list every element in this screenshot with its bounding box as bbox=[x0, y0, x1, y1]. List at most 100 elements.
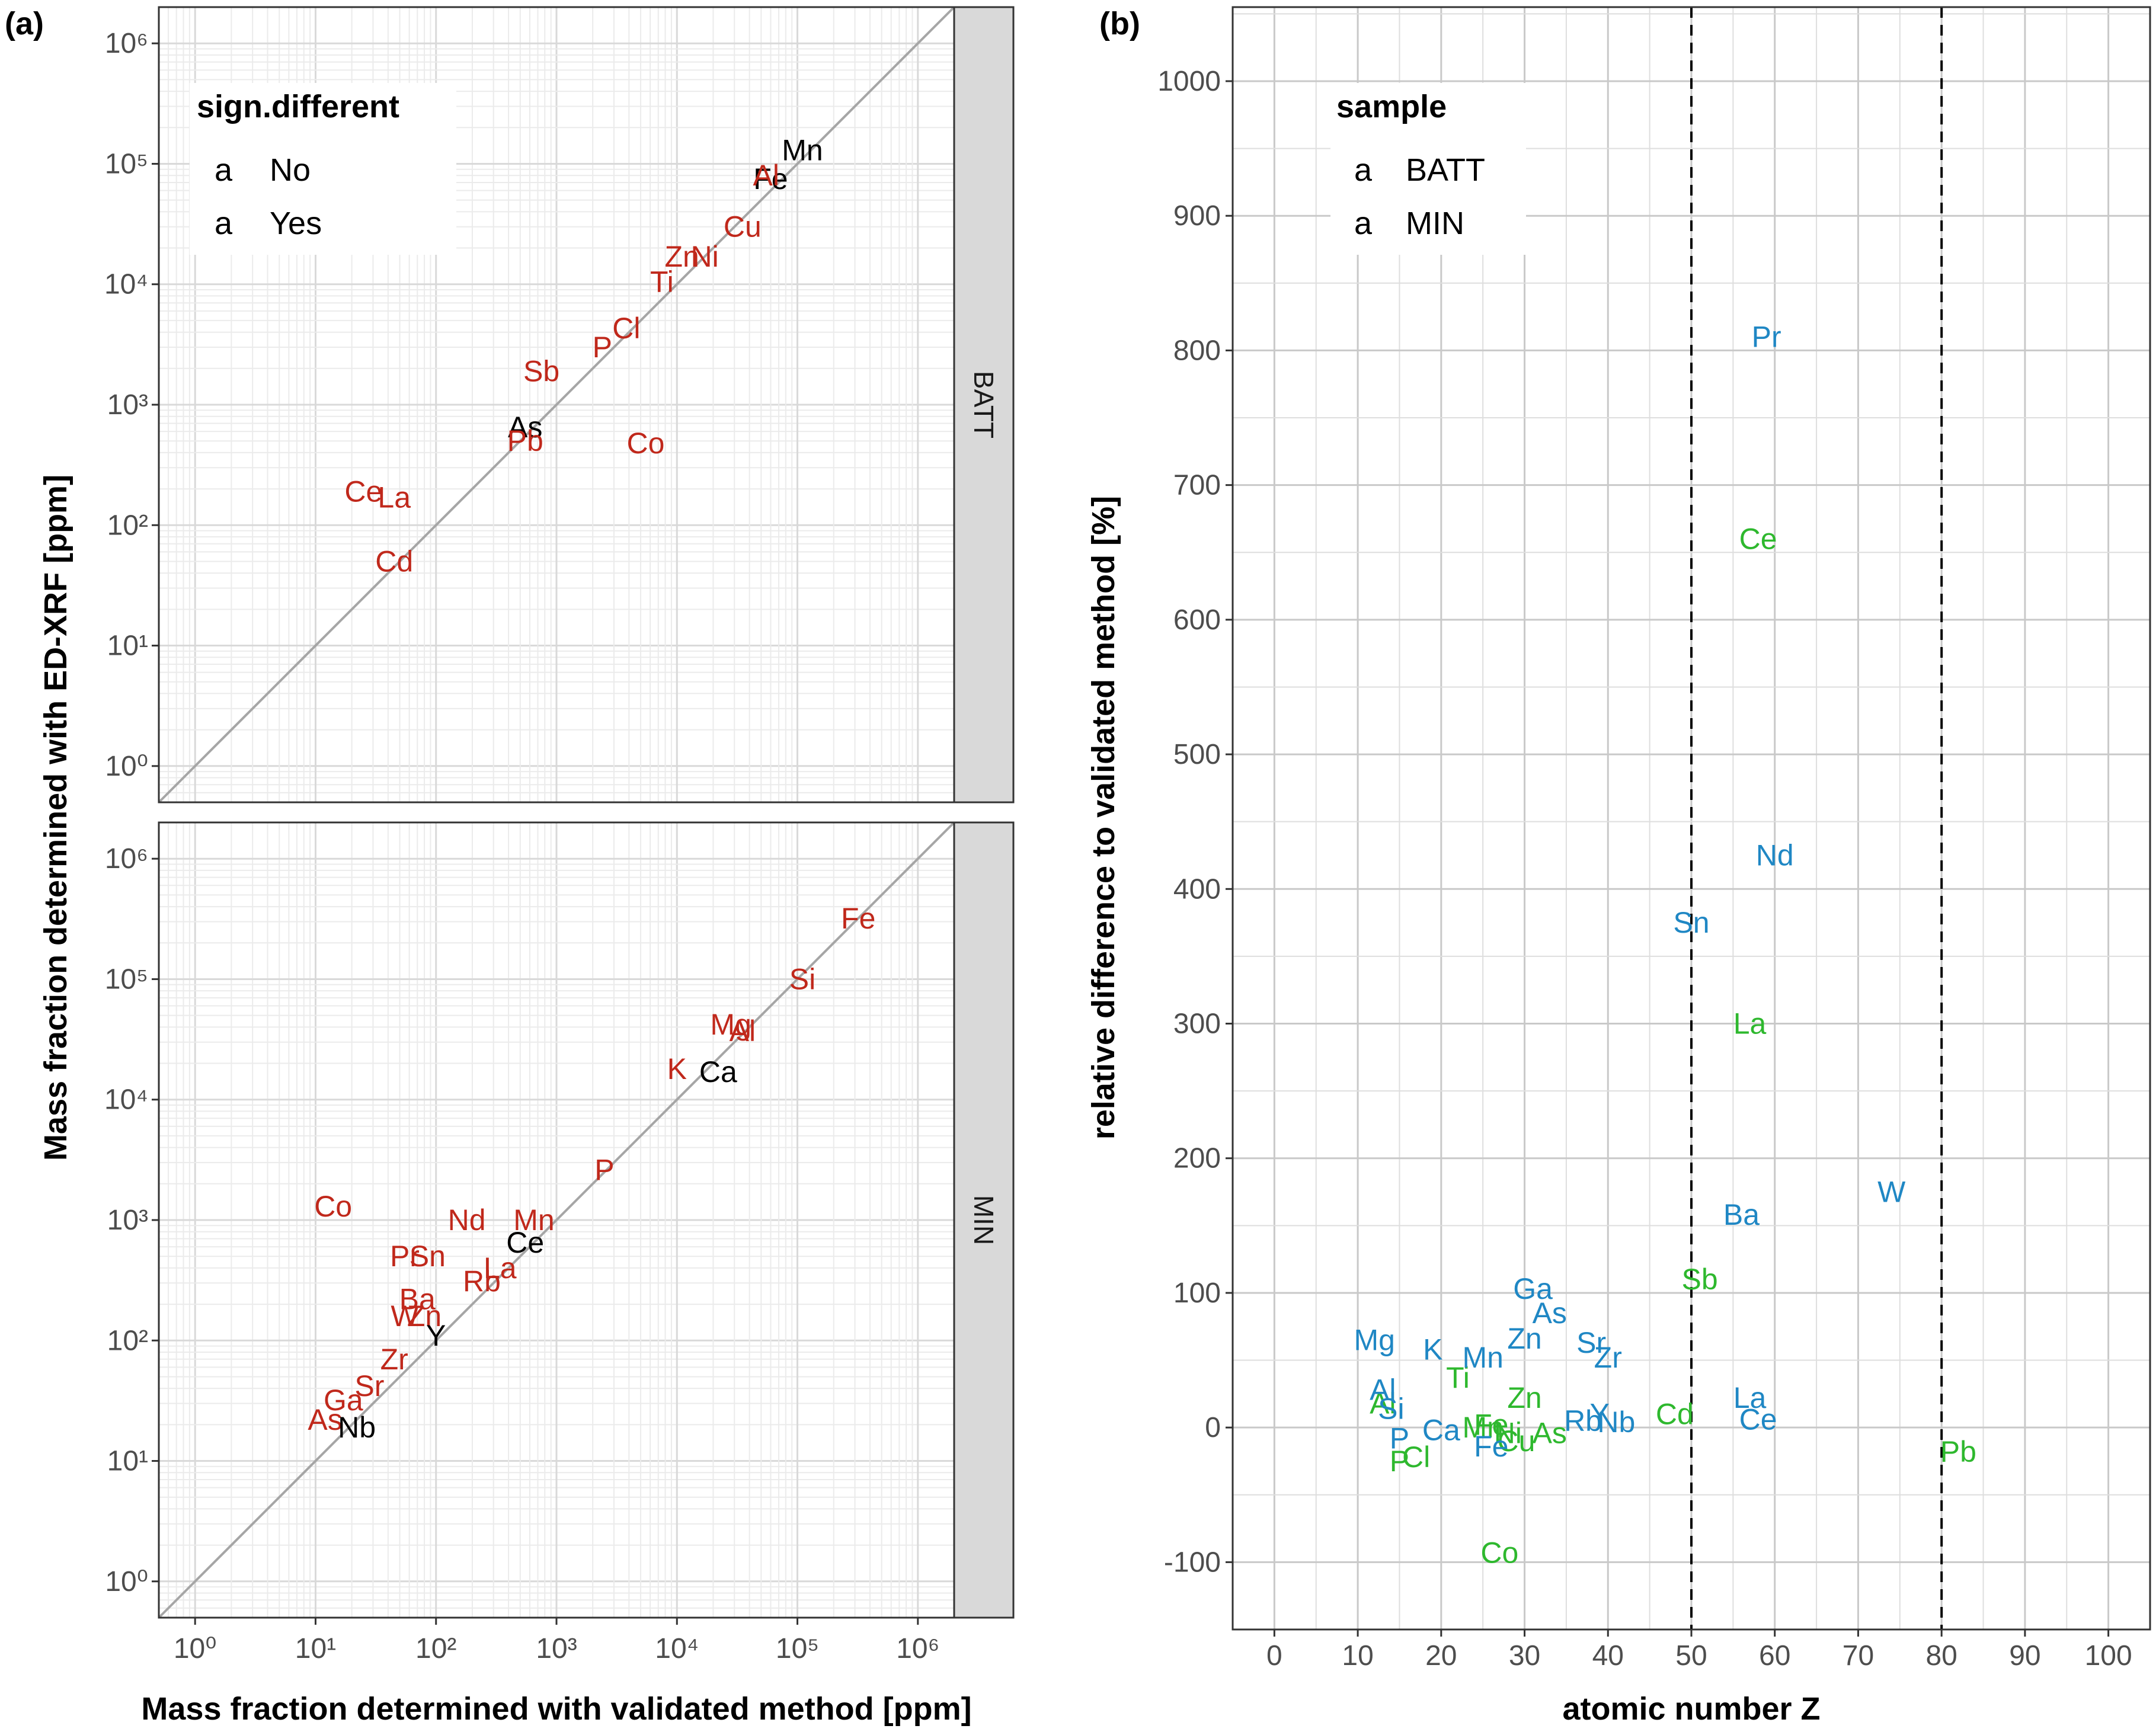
point-label-min-ba: Ba bbox=[1723, 1198, 1760, 1231]
point-label-min-p: P bbox=[1390, 1422, 1409, 1455]
y-tick-label: 800 bbox=[1173, 335, 1221, 366]
point-label-min-ga: Ga bbox=[324, 1384, 363, 1417]
panel-a-min-gridlines bbox=[158, 822, 955, 1618]
point-label-min-rb: Rb bbox=[1564, 1404, 1602, 1438]
x-tick-label: 80 bbox=[1925, 1640, 1957, 1672]
point-label-min-si: Si bbox=[1378, 1392, 1404, 1425]
point-label-min-ga: Ga bbox=[1513, 1272, 1553, 1305]
x-tick-label: 10⁴ bbox=[655, 1633, 699, 1664]
y-tick-label: 200 bbox=[1173, 1143, 1221, 1174]
x-tick-label: 40 bbox=[1592, 1640, 1624, 1672]
point-label-batt-pb: Pb bbox=[507, 424, 543, 457]
point-label-min-al: Al bbox=[730, 1014, 756, 1048]
facet-strip-batt-label: BATT bbox=[968, 371, 999, 438]
legend-a-label-yes: Yes bbox=[270, 206, 322, 241]
panel-a-min-identity-line bbox=[158, 821, 955, 1619]
legend-b-title: sample bbox=[1336, 89, 1447, 124]
point-label-min-p: P bbox=[594, 1154, 614, 1187]
y-tick-label: 100 bbox=[1173, 1278, 1221, 1309]
y-tick-label: 10² bbox=[107, 510, 148, 541]
point-label-min-si: Si bbox=[789, 962, 815, 995]
point-label-min-k: K bbox=[667, 1052, 687, 1086]
point-label-batt-la: La bbox=[378, 481, 411, 514]
point-label-batt-ni: Ni bbox=[1494, 1416, 1522, 1449]
point-label-min-zr: Zr bbox=[1594, 1341, 1622, 1374]
point-label-min-la: La bbox=[484, 1251, 517, 1285]
legend-b-label-min: MIN bbox=[1406, 206, 1464, 241]
point-label-batt-ti: Ti bbox=[650, 265, 674, 298]
point-label-min-ca: Ca bbox=[699, 1055, 737, 1088]
point-label-min-as: As bbox=[308, 1403, 342, 1436]
panel-b-reference-vlines bbox=[1690, 7, 1943, 1629]
point-label-min-rb: Rb bbox=[463, 1264, 501, 1298]
point-label-min-zn: Zn bbox=[1507, 1322, 1541, 1355]
point-label-min-la: La bbox=[1733, 1381, 1767, 1414]
point-label-min-as: As bbox=[1533, 1296, 1567, 1330]
panel-b-y-axis-title: relative difference to validated method … bbox=[1086, 496, 1121, 1139]
legend-a: sign.different a No a Yes bbox=[190, 83, 456, 255]
point-label-min-nb: Nb bbox=[1597, 1406, 1635, 1439]
point-label-min-mg: Mg bbox=[710, 1008, 751, 1041]
x-tick-label: 0 bbox=[1266, 1640, 1282, 1672]
legend-b-label-batt: BATT bbox=[1406, 152, 1485, 188]
point-label-batt-as: As bbox=[508, 411, 542, 444]
point-label-min-mn: Mn bbox=[1462, 1341, 1503, 1374]
panel-a-x-axis-title: Mass fraction determined with validated … bbox=[141, 1691, 971, 1727]
point-label-min-nb: Nb bbox=[338, 1411, 376, 1444]
point-label-batt-sb: Sb bbox=[523, 354, 559, 388]
facet-strip-min bbox=[953, 821, 1015, 1619]
y-tick-label: 10⁵ bbox=[105, 148, 148, 180]
point-label-batt-as: As bbox=[1533, 1416, 1567, 1449]
panel-a-y-axis-title: Mass fraction determined with ED-XRF [pp… bbox=[38, 475, 73, 1161]
y-tick-label: -100 bbox=[1164, 1547, 1221, 1578]
y-tick-label: 10⁶ bbox=[105, 28, 148, 59]
point-label-min-fe: Fe bbox=[841, 902, 875, 935]
point-label-min-al: Al bbox=[1370, 1374, 1396, 1407]
panel-b-x-ticks: 0 10 20 30 40 50 60 70 80 90 100 bbox=[1266, 1629, 2132, 1672]
point-label-batt-cu: Cu bbox=[724, 210, 762, 244]
point-label-min-fe: Fe bbox=[1474, 1430, 1508, 1463]
y-tick-label: 10⁴ bbox=[104, 1084, 148, 1116]
point-label-batt-cu: Cu bbox=[1498, 1424, 1536, 1458]
panel-tag-b: (b) bbox=[1099, 6, 1140, 41]
point-label-min-mg: Mg bbox=[1354, 1323, 1395, 1356]
x-tick-label: 100 bbox=[2085, 1640, 2132, 1672]
point-label-min-sn: Sn bbox=[410, 1240, 446, 1273]
legend-a-label-no: No bbox=[270, 152, 311, 188]
y-tick-label: 300 bbox=[1173, 1009, 1221, 1040]
x-tick-label: 10⁰ bbox=[174, 1633, 217, 1664]
x-tick-label: 10² bbox=[415, 1633, 456, 1664]
point-label-batt-fe: Fe bbox=[1474, 1408, 1508, 1442]
panel-b-y-ticks: -100 0 100 200 300 400 500 600 700 800 900 1000 bbox=[1157, 66, 1233, 1578]
point-label-batt-cd: Cd bbox=[375, 545, 413, 578]
y-tick-label: 700 bbox=[1173, 470, 1221, 501]
point-label-min-sn: Sn bbox=[1673, 906, 1709, 939]
facet-strip-batt bbox=[953, 6, 1015, 803]
x-tick-label: 10 bbox=[1342, 1640, 1373, 1672]
legend-a-key-no: a bbox=[215, 152, 233, 188]
point-label-min-y: Y bbox=[426, 1319, 446, 1352]
facet-strip-min-label: MIN bbox=[968, 1195, 999, 1245]
point-label-batt-ni: Ni bbox=[691, 240, 719, 273]
y-tick-label: 600 bbox=[1173, 604, 1221, 636]
point-label-batt-sb: Sb bbox=[1681, 1263, 1717, 1296]
point-label-batt-ti: Ti bbox=[1446, 1361, 1470, 1394]
point-label-min-zr: Zr bbox=[380, 1343, 408, 1376]
point-label-batt-mn: Mn bbox=[1462, 1411, 1503, 1444]
y-tick-label: 1000 bbox=[1157, 66, 1221, 97]
point-label-batt-p: P bbox=[1390, 1445, 1409, 1478]
point-label-min-sr: Sr bbox=[354, 1369, 384, 1403]
point-label-batt-mn: Mn bbox=[782, 133, 823, 167]
panel-b-x-axis-title: atomic number Z bbox=[1562, 1691, 1820, 1727]
point-label-min-pr: Pr bbox=[390, 1240, 420, 1273]
y-tick-label: 900 bbox=[1173, 200, 1221, 232]
point-label-min-ca: Ca bbox=[1422, 1414, 1460, 1447]
y-tick-label: 10³ bbox=[107, 389, 148, 421]
y-tick-label: 10⁶ bbox=[105, 843, 148, 875]
x-tick-label: 10³ bbox=[536, 1633, 577, 1664]
point-label-batt-zn: Zn bbox=[665, 240, 699, 273]
legend-a-title: sign.different bbox=[197, 89, 399, 124]
